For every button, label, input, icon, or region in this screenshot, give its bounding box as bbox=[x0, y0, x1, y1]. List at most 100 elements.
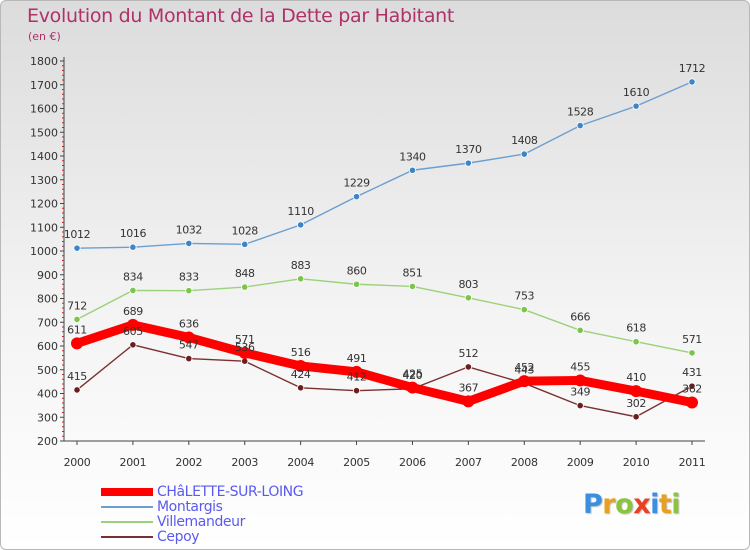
logo-letter: P bbox=[583, 489, 603, 520]
data-point bbox=[520, 150, 528, 158]
x-tick-label: 2003 bbox=[231, 456, 258, 469]
logo-letter: o bbox=[615, 489, 634, 520]
data-label: 1408 bbox=[511, 134, 538, 147]
data-point bbox=[686, 396, 698, 409]
data-point bbox=[297, 384, 305, 392]
data-label: 1610 bbox=[623, 86, 650, 99]
data-point bbox=[352, 193, 361, 201]
data-label: 1016 bbox=[120, 227, 147, 240]
data-point bbox=[238, 346, 251, 359]
legend-label: Villemandeur bbox=[157, 514, 245, 530]
data-label: 803 bbox=[458, 278, 478, 291]
data-point bbox=[520, 306, 528, 314]
y-tick-label: 1400 bbox=[30, 150, 58, 163]
data-point bbox=[241, 283, 249, 291]
y-tick-label: 200 bbox=[37, 435, 58, 448]
y-tick-label: 500 bbox=[37, 364, 58, 377]
series-line-montargis bbox=[76, 81, 693, 249]
legend-label: Montargis bbox=[157, 499, 223, 515]
data-label: 431 bbox=[682, 366, 702, 379]
y-tick-label: 1000 bbox=[30, 245, 58, 258]
y-tick-label: 800 bbox=[37, 293, 58, 306]
data-point bbox=[408, 166, 417, 174]
data-label: 571 bbox=[682, 333, 702, 346]
y-tick-label: 700 bbox=[37, 316, 58, 329]
data-label: 412 bbox=[347, 371, 367, 384]
data-point bbox=[297, 221, 305, 229]
data-label: 367 bbox=[458, 381, 478, 394]
data-label: 1229 bbox=[343, 177, 370, 190]
data-label: 349 bbox=[570, 386, 590, 399]
legend-label: CHâLETTE-SUR-LOING bbox=[157, 484, 304, 500]
data-point bbox=[73, 386, 81, 394]
data-point bbox=[241, 240, 249, 248]
data-label: 1012 bbox=[64, 228, 90, 241]
data-label: 302 bbox=[626, 397, 646, 410]
data-label: 618 bbox=[626, 322, 646, 335]
data-point bbox=[464, 159, 472, 167]
data-label: 415 bbox=[67, 370, 87, 383]
series-line-cepoy bbox=[76, 344, 693, 418]
data-point bbox=[688, 78, 696, 86]
data-label: 536 bbox=[235, 341, 255, 354]
logo-letter: t bbox=[658, 489, 672, 520]
data-label: 571 bbox=[235, 333, 255, 346]
chart-unit: (en €) bbox=[28, 30, 61, 43]
y-tick-label: 900 bbox=[37, 269, 58, 282]
proxiti-logo: Proxiti bbox=[583, 489, 681, 520]
legend-swatch bbox=[101, 488, 153, 496]
data-point bbox=[576, 402, 584, 410]
data-point bbox=[630, 385, 643, 398]
x-tick-label: 2004 bbox=[287, 456, 314, 469]
data-point bbox=[576, 122, 584, 130]
data-label: 1028 bbox=[232, 224, 259, 237]
data-label: 636 bbox=[179, 317, 199, 330]
data-point bbox=[632, 413, 640, 421]
x-tick-label: 2006 bbox=[399, 456, 426, 469]
data-label: 512 bbox=[458, 347, 478, 360]
data-label: 851 bbox=[403, 266, 423, 279]
logo-letter: x bbox=[633, 489, 651, 520]
data-label: 834 bbox=[123, 270, 143, 283]
data-point bbox=[632, 102, 640, 110]
data-label: 883 bbox=[291, 259, 311, 272]
series-line-ch-lette-sur-loing bbox=[72, 320, 697, 408]
data-point bbox=[71, 337, 83, 350]
data-label: 1032 bbox=[176, 223, 202, 236]
data-label: 1370 bbox=[455, 143, 482, 156]
data-point bbox=[464, 363, 472, 371]
data-label: 689 bbox=[123, 305, 143, 318]
data-label: 491 bbox=[347, 352, 367, 365]
data-label: 410 bbox=[626, 371, 646, 384]
logo-letter: r bbox=[602, 489, 616, 520]
data-label: 1712 bbox=[679, 62, 705, 75]
data-label: 424 bbox=[291, 368, 311, 381]
data-point bbox=[185, 239, 193, 247]
data-point bbox=[73, 244, 81, 252]
y-tick-label: 1500 bbox=[30, 126, 58, 139]
x-tick-label: 2011 bbox=[679, 456, 706, 469]
y-tick-label: 1600 bbox=[30, 103, 58, 116]
x-tick-label: 2007 bbox=[455, 456, 482, 469]
logo-letter: i bbox=[650, 489, 659, 520]
data-label: 1340 bbox=[399, 150, 426, 163]
data-point bbox=[297, 275, 305, 283]
data-label: 1110 bbox=[287, 205, 314, 218]
x-tick-label: 2000 bbox=[64, 456, 91, 469]
data-point bbox=[129, 286, 137, 295]
x-tick-label: 2009 bbox=[567, 456, 594, 469]
x-tick-label: 2001 bbox=[120, 456, 147, 469]
data-label: 666 bbox=[570, 310, 590, 323]
data-point bbox=[464, 294, 472, 302]
logo-letter: i bbox=[671, 489, 681, 520]
data-point bbox=[632, 338, 640, 346]
data-point bbox=[462, 395, 475, 408]
series-line-villemandeur bbox=[76, 278, 693, 354]
data-point bbox=[126, 318, 139, 331]
data-point bbox=[73, 315, 81, 323]
data-label: 611 bbox=[67, 323, 87, 336]
data-label: 833 bbox=[179, 271, 199, 284]
data-point bbox=[576, 326, 584, 334]
data-point bbox=[352, 280, 361, 288]
